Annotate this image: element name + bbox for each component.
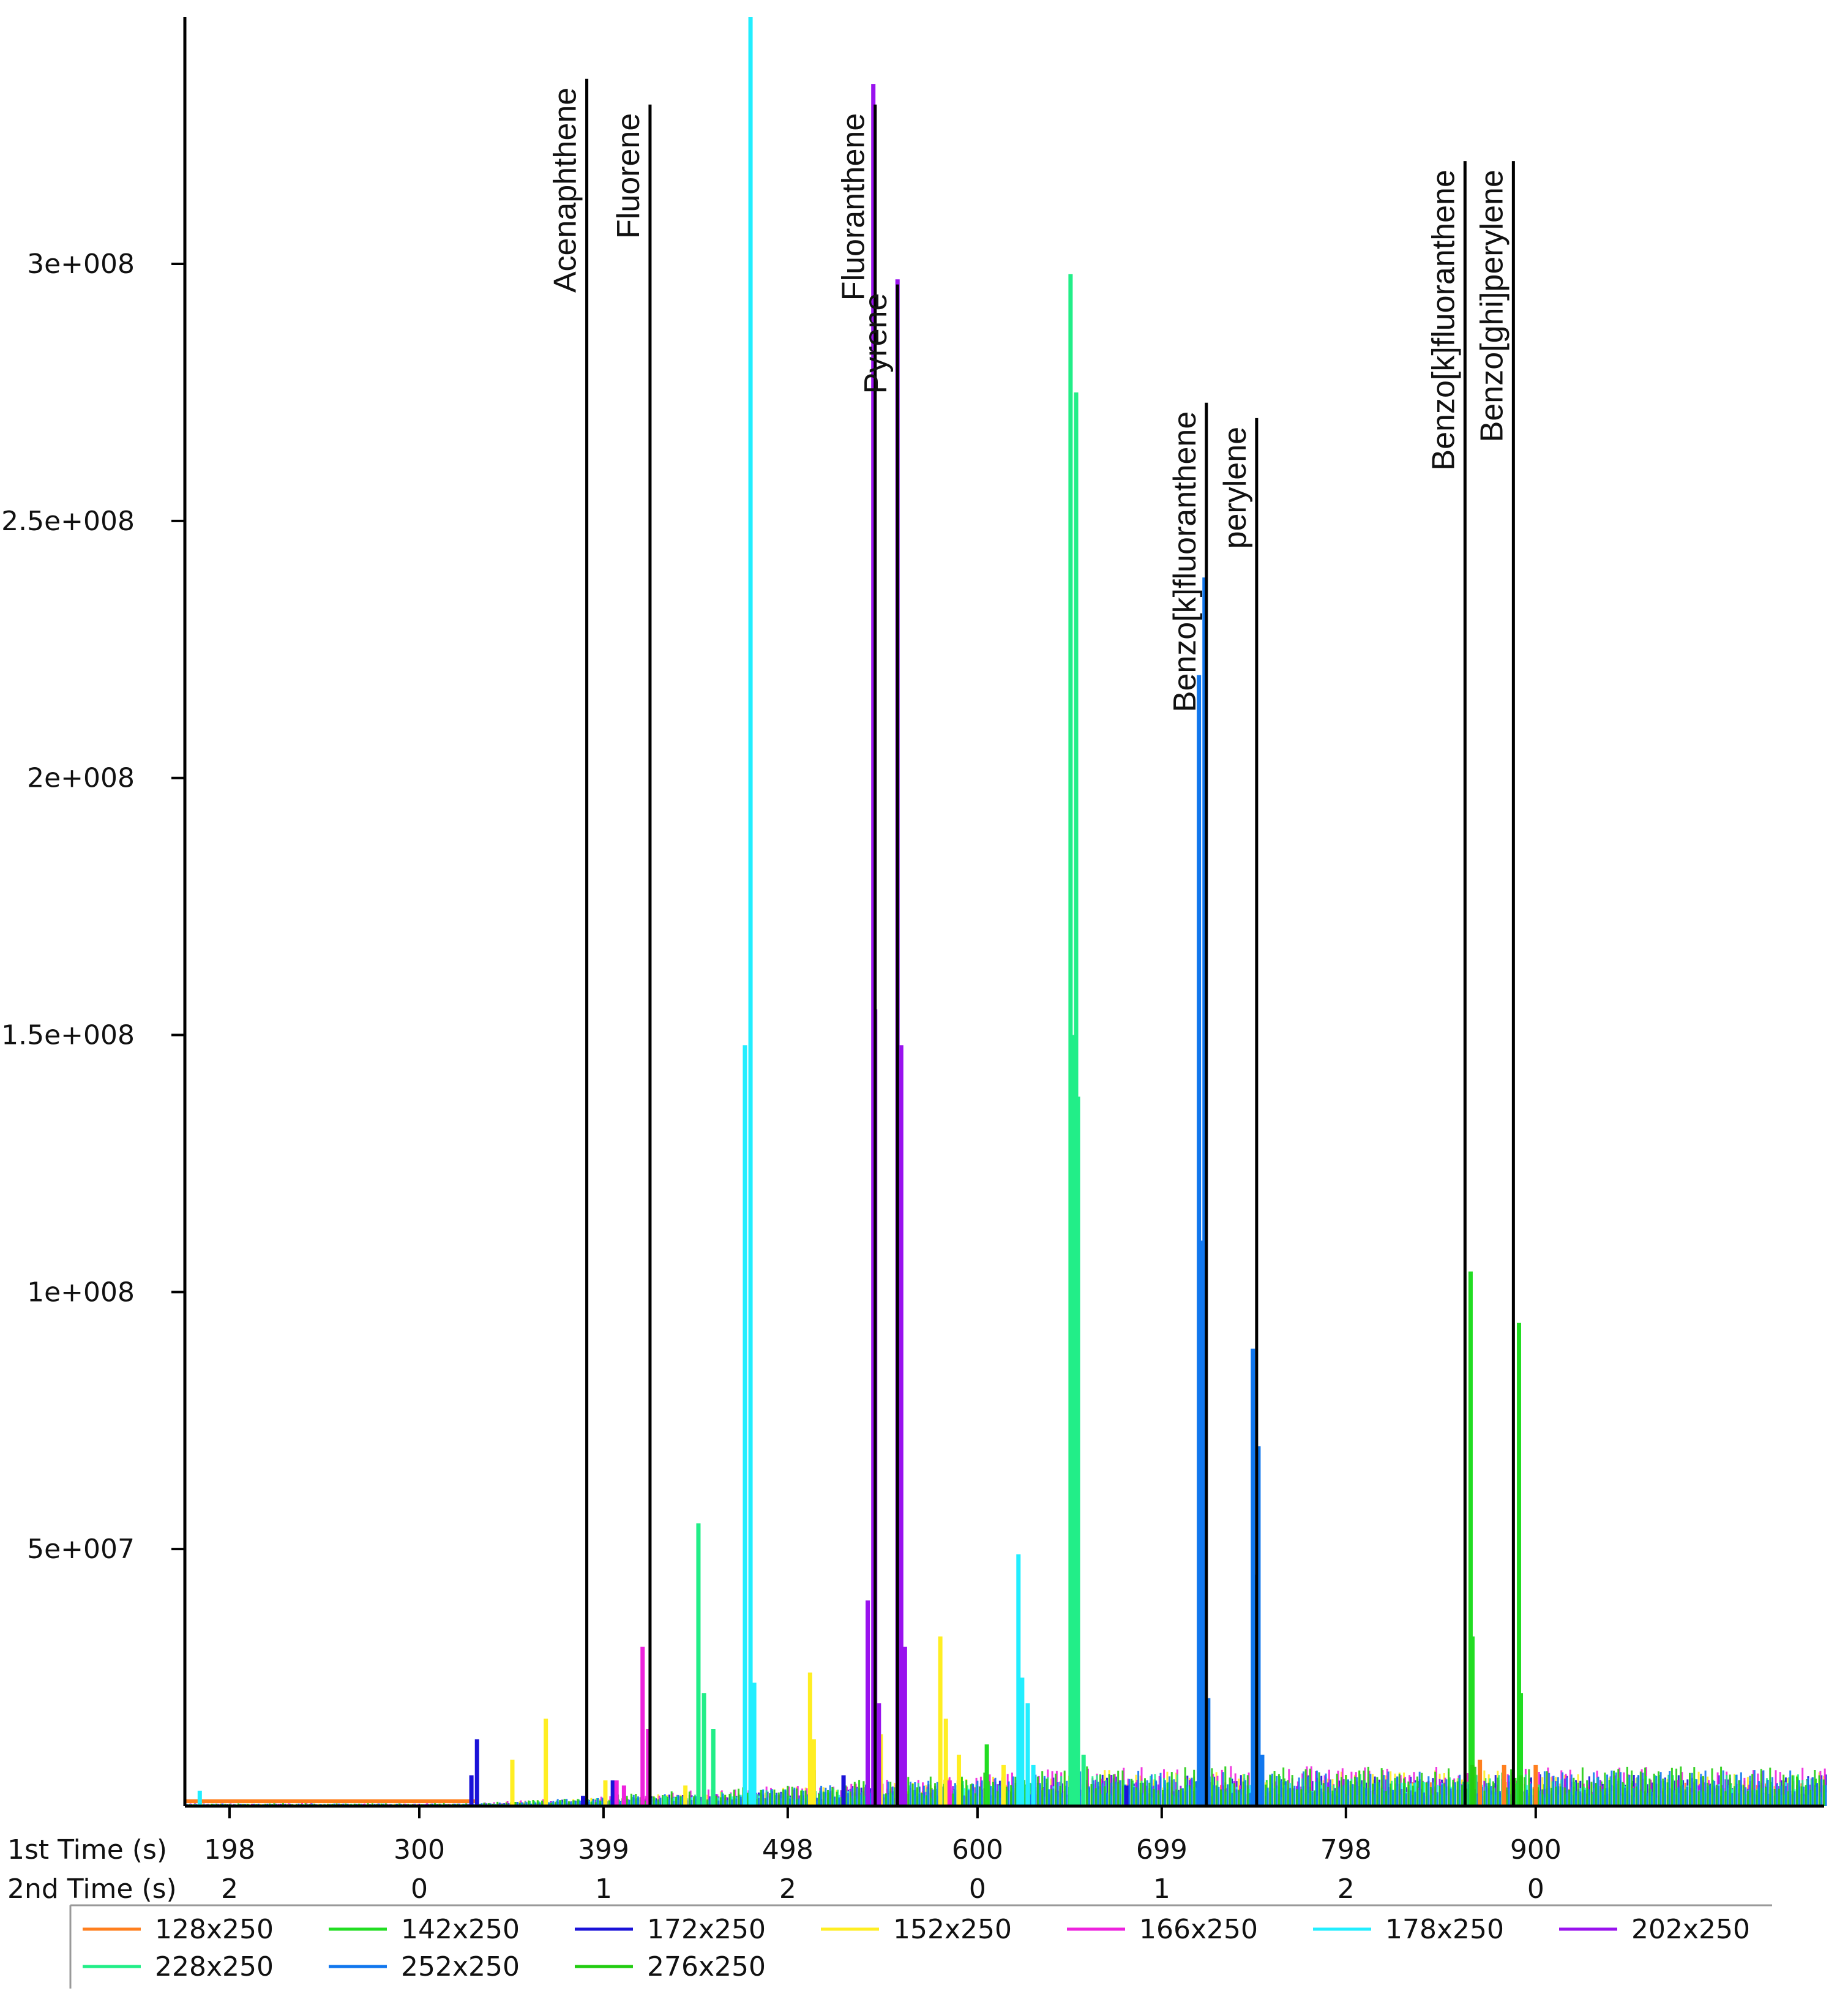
legend-label: 166x250 [1139, 1914, 1258, 1945]
x2-tick-label: 1 [1153, 1873, 1170, 1905]
x-tick-label: 300 [394, 1834, 445, 1865]
compound-label: Benzo[k]fluoranthene [1167, 411, 1203, 712]
legend-label: 172x250 [647, 1914, 766, 1945]
axes-layer [183, 17, 1824, 1808]
y-tick-label: 2e+008 [27, 763, 135, 794]
compound-label: perylene [1218, 427, 1253, 549]
x2-tick-label: 0 [411, 1873, 428, 1905]
x-tick-label: 399 [578, 1834, 629, 1865]
x-tick-label: 498 [762, 1834, 814, 1865]
legend-label: 142x250 [401, 1914, 520, 1945]
x-tick-label: 798 [1320, 1834, 1372, 1865]
compound-label: Fluoranthene [836, 113, 872, 301]
legend-label: 252x250 [401, 1951, 520, 1982]
compound-label: Benzo[k]fluoranthene [1426, 170, 1461, 470]
x2-tick-label: 0 [1527, 1873, 1544, 1905]
legend-label: 202x250 [1631, 1914, 1750, 1945]
legend-label: 152x250 [893, 1914, 1012, 1945]
x-tick-label: 198 [204, 1834, 255, 1865]
tick-layer: 5e+007 1e+008 1.5e+008 2e+008 2.5e+008 3e+008… [1, 249, 1562, 1905]
legend-label: 228x250 [155, 1951, 274, 1982]
y-tick-label: 1e+008 [27, 1277, 135, 1308]
y-tick-label: 2.5e+008 [1, 506, 135, 537]
x2-tick-label: 2 [221, 1873, 238, 1905]
x2-tick-label: 2 [779, 1873, 796, 1905]
legend-label: 178x250 [1385, 1914, 1504, 1945]
x-tick-label: 600 [952, 1834, 1003, 1865]
y-tick-label: 3e+008 [27, 249, 135, 280]
x2-tick-label: 0 [969, 1873, 986, 1905]
compound-label: Pyrene [858, 293, 894, 394]
legend-label: 128x250 [155, 1914, 274, 1945]
x-tick-label: 699 [1136, 1834, 1188, 1865]
y-tick-label: 1.5e+008 [1, 1020, 135, 1051]
compound-label: Fluorene [611, 113, 646, 239]
x-axis-title-2nd: 2nd Time (s) [7, 1873, 177, 1905]
legend-label: 276x250 [647, 1951, 766, 1982]
x-tick-label: 900 [1510, 1834, 1562, 1865]
y-tick-label: 5e+007 [27, 1534, 135, 1565]
x2-tick-label: 1 [595, 1873, 612, 1905]
x-axis-title-1st: 1st Time (s) [7, 1834, 167, 1865]
legend: 128x250 142x250 172x250 152x250 166x250 178x2… [69, 1904, 1772, 1989]
compound-label: Benzo[ghi]perylene [1474, 170, 1509, 442]
compound-label: Acenaphthene [548, 88, 583, 293]
x2-tick-label: 2 [1337, 1873, 1355, 1905]
